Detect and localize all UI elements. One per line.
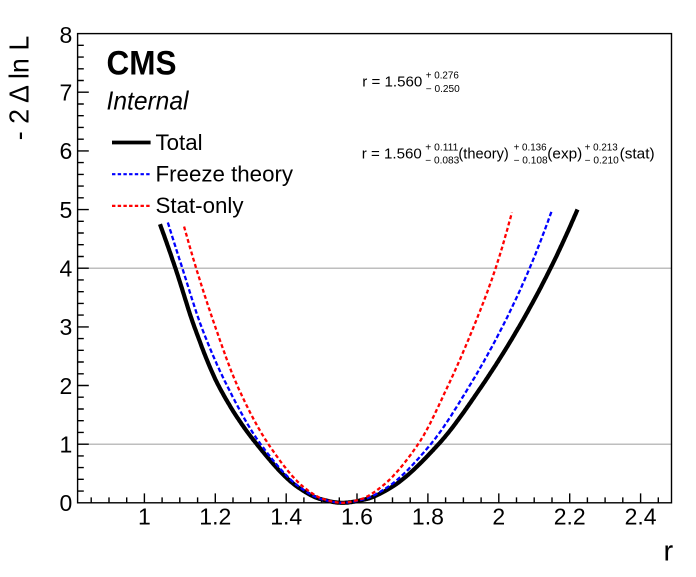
- svg-text:3: 3: [60, 314, 73, 340]
- svg-text:− 0.210: − 0.210: [585, 156, 620, 167]
- svg-text:− 0.250: − 0.250: [426, 84, 461, 95]
- svg-text:1.8: 1.8: [412, 504, 444, 530]
- svg-text:Freeze theory: Freeze theory: [156, 162, 294, 187]
- svg-text:Total: Total: [156, 130, 203, 155]
- svg-text:Stat-only: Stat-only: [156, 193, 245, 218]
- svg-text:− 0.083: − 0.083: [425, 156, 459, 167]
- svg-text:(exp): (exp): [547, 147, 582, 163]
- svg-text:2: 2: [492, 504, 505, 530]
- svg-text:1.4: 1.4: [270, 504, 302, 530]
- svg-text:2.2: 2.2: [554, 504, 586, 530]
- svg-text:5: 5: [60, 197, 73, 223]
- svg-text:+ 0.136: + 0.136: [514, 142, 547, 153]
- svg-text:r = 1.560: r = 1.560: [362, 147, 422, 163]
- svg-text:− 0.108: − 0.108: [514, 156, 548, 167]
- svg-text:6: 6: [60, 138, 73, 164]
- svg-text:1: 1: [138, 504, 151, 530]
- svg-text:- 2 Δ ln L: - 2 Δ ln L: [4, 36, 35, 141]
- svg-text:CMS: CMS: [107, 45, 177, 83]
- svg-text:(theory): (theory): [458, 147, 508, 163]
- svg-text:1.2: 1.2: [199, 504, 231, 530]
- svg-text:+ 0.276: + 0.276: [426, 70, 459, 81]
- svg-text:2.4: 2.4: [625, 504, 657, 530]
- svg-text:7: 7: [60, 80, 73, 106]
- svg-text:+ 0.111: + 0.111: [425, 142, 458, 153]
- svg-text:0: 0: [60, 490, 73, 516]
- svg-text:1: 1: [60, 432, 73, 458]
- svg-text:(stat): (stat): [620, 147, 655, 163]
- svg-text:8: 8: [60, 22, 73, 48]
- svg-text:r: r: [664, 536, 674, 568]
- svg-text:1.6: 1.6: [341, 504, 373, 530]
- svg-text:+ 0.213: + 0.213: [585, 142, 618, 153]
- svg-text:r = 1.560: r = 1.560: [362, 74, 422, 90]
- svg-text:4: 4: [60, 256, 73, 282]
- svg-text:Internal: Internal: [107, 86, 190, 116]
- svg-text:2: 2: [60, 373, 73, 399]
